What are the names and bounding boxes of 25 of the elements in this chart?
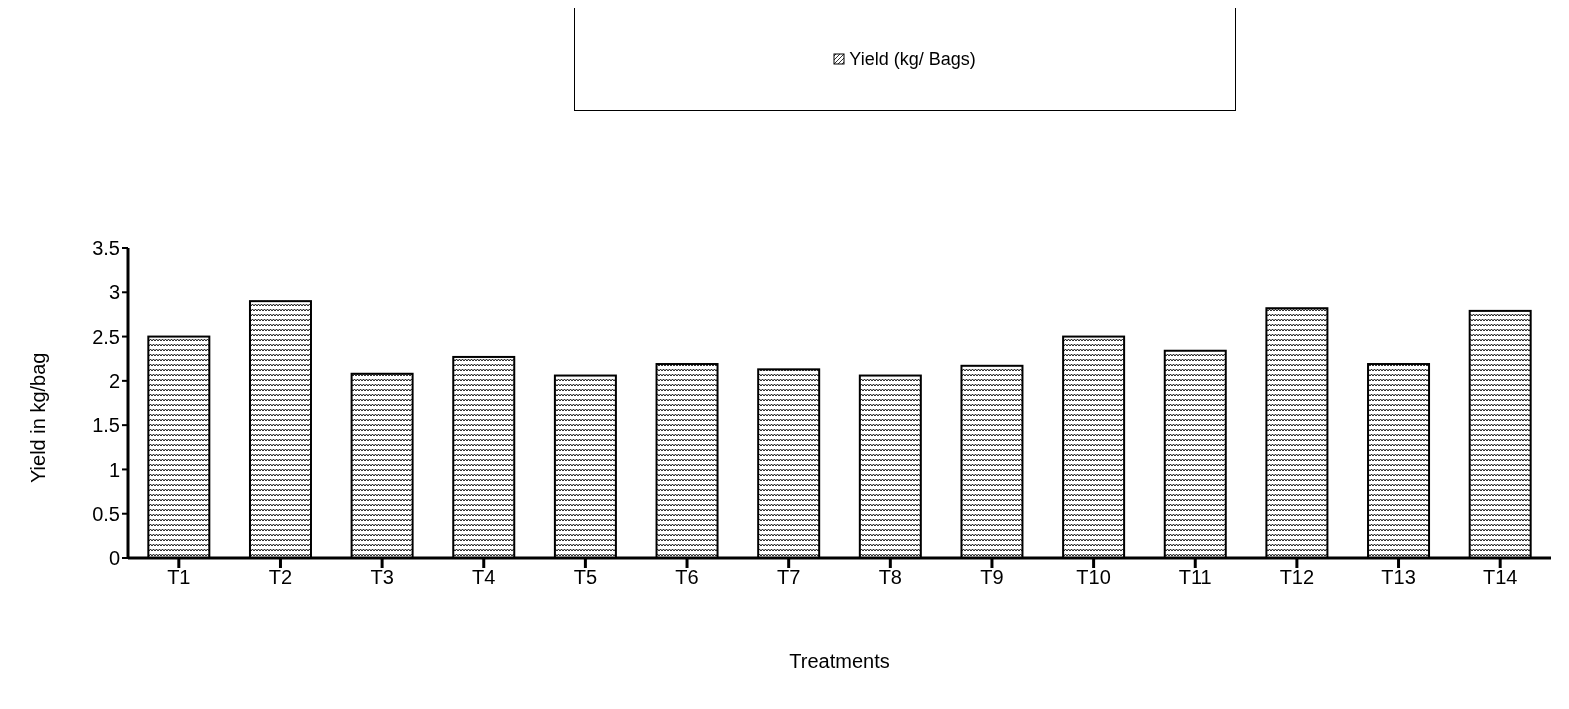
x-tick-label: T4 [472,566,496,589]
x-tick-label: T8 [878,566,902,589]
x-tick-label: T1 [167,566,191,589]
x-tick-label: T11 [1178,566,1212,589]
x-tick-label: T9 [980,566,1004,589]
x-tick-label: T12 [1279,566,1315,589]
y-tick-label: 1 [108,458,120,481]
x-tick-label: T14 [1482,566,1518,589]
x-tick-label: T13 [1381,566,1416,589]
y-tick-label: 3 [108,281,120,304]
x-tick-label: T7 [777,566,801,589]
y-axis-title: Yield in kg/bag [27,352,50,483]
x-tick-label: T6 [675,566,699,589]
text: Yield (kg/ Bags) [849,48,976,70]
y-tick-label: 1.5 [92,414,120,437]
y-tick-label: 2.5 [92,325,120,348]
x-tick-label: T10 [1076,566,1111,589]
x-axis-title: Treatments [789,650,890,672]
x-tick-label: T3 [370,566,394,589]
y-tick-label: 0.5 [92,502,120,525]
y-tick-label: 3.5 [92,237,120,260]
y-tick-label: 2 [108,369,120,392]
y-tick-label: 0 [108,547,120,570]
x-tick-label: T5 [573,566,598,589]
x-tick-label: T2 [268,566,293,589]
